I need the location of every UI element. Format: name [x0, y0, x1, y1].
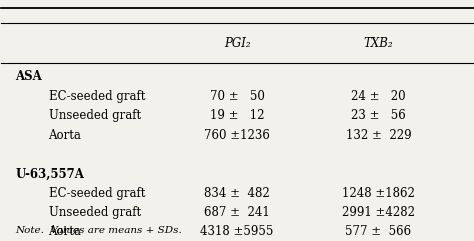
Text: ASA: ASA — [16, 70, 42, 83]
Text: EC-seeded graft: EC-seeded graft — [48, 90, 145, 103]
Text: PGI₂: PGI₂ — [224, 37, 250, 50]
Text: 760 ±1236: 760 ±1236 — [204, 128, 270, 141]
Text: TXB₂: TXB₂ — [364, 37, 393, 50]
Text: 4318 ±5955: 4318 ±5955 — [201, 225, 273, 238]
Text: U-63,557A: U-63,557A — [16, 167, 84, 180]
Text: Aorta: Aorta — [48, 225, 82, 238]
Text: Aorta: Aorta — [48, 128, 82, 141]
Text: EC-seeded graft: EC-seeded graft — [48, 187, 145, 200]
Text: 24 ±   20: 24 ± 20 — [351, 90, 406, 103]
Text: Note.  Values are means + SDs.: Note. Values are means + SDs. — [16, 226, 182, 235]
Text: 2991 ±4282: 2991 ±4282 — [342, 206, 415, 219]
Text: Unseeded graft: Unseeded graft — [48, 109, 141, 122]
Text: 687 ±  241: 687 ± 241 — [204, 206, 270, 219]
Text: 132 ±  229: 132 ± 229 — [346, 128, 411, 141]
Text: 834 ±  482: 834 ± 482 — [204, 187, 270, 200]
Text: 19 ±   12: 19 ± 12 — [210, 109, 264, 122]
Text: Unseeded graft: Unseeded graft — [48, 206, 141, 219]
Text: 70 ±   50: 70 ± 50 — [210, 90, 264, 103]
Text: 23 ±   56: 23 ± 56 — [351, 109, 406, 122]
Text: 577 ±  566: 577 ± 566 — [345, 225, 411, 238]
Text: 1248 ±1862: 1248 ±1862 — [342, 187, 415, 200]
